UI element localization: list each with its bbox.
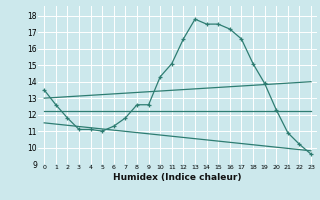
- X-axis label: Humidex (Indice chaleur): Humidex (Indice chaleur): [113, 173, 242, 182]
